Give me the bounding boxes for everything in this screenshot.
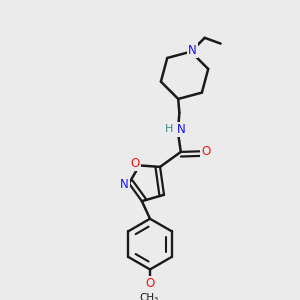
Text: N: N <box>188 44 197 57</box>
Text: O: O <box>146 277 154 290</box>
Text: O: O <box>201 145 211 158</box>
Text: H: H <box>165 124 173 134</box>
Text: CH₃: CH₃ <box>139 293 158 300</box>
Text: O: O <box>130 157 140 169</box>
Text: N: N <box>120 178 129 191</box>
Text: N: N <box>176 123 185 136</box>
